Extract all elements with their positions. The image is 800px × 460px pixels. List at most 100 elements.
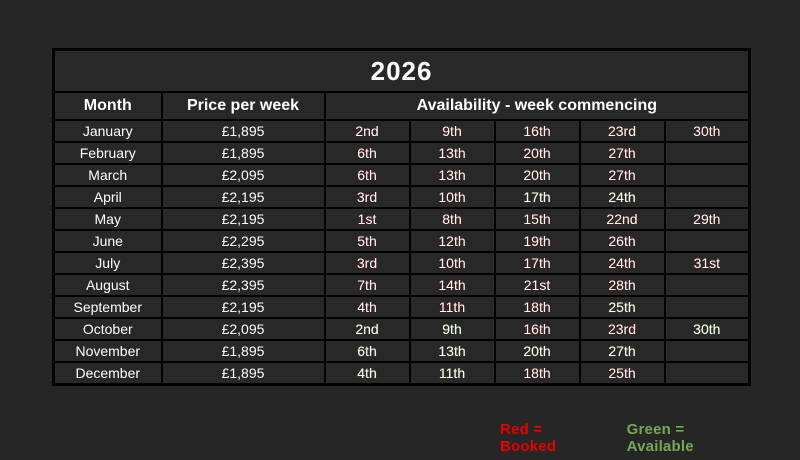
price-cell: £1,895 xyxy=(160,119,326,143)
table-row: September £2,195 4th 11th 18th 25th xyxy=(52,295,751,319)
table-row: October £2,095 2nd 9th 16th 23rd 30th xyxy=(52,317,751,341)
table-row: March £2,095 6th 13th 20th 27th xyxy=(52,163,751,187)
week-cell: 6th xyxy=(323,141,411,165)
week-cell: 6th xyxy=(323,163,411,187)
month-cell: April xyxy=(52,185,163,209)
week-cell: 19th xyxy=(493,229,581,253)
week-cell: 13th xyxy=(408,163,496,187)
week-cell: 20th xyxy=(493,339,581,363)
month-cell: January xyxy=(52,119,163,143)
week-cell: 13th xyxy=(408,141,496,165)
week-cell xyxy=(663,273,751,297)
week-cell: 8th xyxy=(408,207,496,231)
price-cell: £2,295 xyxy=(160,229,326,253)
week-cell: 27th xyxy=(578,141,666,165)
week-cell: 31st xyxy=(663,251,751,275)
price-cell: £2,195 xyxy=(160,295,326,319)
week-cell: 15th xyxy=(493,207,581,231)
price-cell: £2,095 xyxy=(160,163,326,187)
week-cell: 29th xyxy=(663,207,751,231)
week-cell: 6th xyxy=(323,339,411,363)
week-cell: 23rd xyxy=(578,317,666,341)
week-cell: 22nd xyxy=(578,207,666,231)
week-cell: 4th xyxy=(323,295,411,319)
week-cell: 28th xyxy=(578,273,666,297)
availability-table: 2026 Month Price per week Availability -… xyxy=(52,48,752,386)
week-cell xyxy=(663,163,751,187)
header-availability: Availability - week commencing xyxy=(323,91,751,121)
week-cell: 26th xyxy=(578,229,666,253)
week-cell: 14th xyxy=(408,273,496,297)
week-cell: 10th xyxy=(408,251,496,275)
table-row: January £1,895 2nd 9th 16th 23rd 30th xyxy=(52,119,751,143)
week-cell: 3rd xyxy=(323,251,411,275)
table-row: June £2,295 5th 12th 19th 26th xyxy=(52,229,751,253)
week-cell: 27th xyxy=(578,163,666,187)
week-cell xyxy=(663,339,751,363)
week-cell xyxy=(663,361,751,386)
table-row: July £2,395 3rd 10th 17th 24th 31st xyxy=(52,251,751,275)
month-cell: October xyxy=(52,317,163,341)
month-cell: September xyxy=(52,295,163,319)
week-cell: 25th xyxy=(578,361,666,386)
header-row: Month Price per week Availability - week… xyxy=(52,91,751,121)
price-cell: £2,195 xyxy=(160,207,326,231)
title-row: 2026 xyxy=(52,48,751,93)
week-cell: 24th xyxy=(578,185,666,209)
week-cell: 25th xyxy=(578,295,666,319)
week-cell: 3rd xyxy=(323,185,411,209)
week-cell: 2nd xyxy=(323,119,411,143)
week-cell: 20th xyxy=(493,163,581,187)
week-cell: 30th xyxy=(663,119,751,143)
table-body: 2026 Month Price per week Availability -… xyxy=(52,48,751,386)
week-cell: 20th xyxy=(493,141,581,165)
month-cell: December xyxy=(52,361,163,386)
week-cell: 23rd xyxy=(578,119,666,143)
table-title: 2026 xyxy=(52,48,751,93)
table-row: February £1,895 6th 13th 20th 27th xyxy=(52,141,751,165)
legend-booked: Red = Booked xyxy=(500,421,557,455)
price-cell: £2,095 xyxy=(160,317,326,341)
week-cell: 21st xyxy=(493,273,581,297)
week-cell xyxy=(663,185,751,209)
week-cell: 2nd xyxy=(323,317,411,341)
week-cell: 17th xyxy=(493,185,581,209)
header-price: Price per week xyxy=(160,91,326,121)
month-cell: March xyxy=(52,163,163,187)
legend: Red = Booked Green = Available xyxy=(500,421,750,455)
week-cell: 10th xyxy=(408,185,496,209)
week-cell: 18th xyxy=(493,295,581,319)
table-row: May £2,195 1st 8th 15th 22nd 29th xyxy=(52,207,751,231)
month-cell: February xyxy=(52,141,163,165)
week-cell: 9th xyxy=(408,119,496,143)
price-cell: £1,895 xyxy=(160,141,326,165)
price-cell: £2,395 xyxy=(160,273,326,297)
week-cell: 4th xyxy=(323,361,411,386)
week-cell: 11th xyxy=(408,295,496,319)
header-month: Month xyxy=(52,91,163,121)
week-cell: 17th xyxy=(493,251,581,275)
week-cell: 12th xyxy=(408,229,496,253)
week-cell xyxy=(663,229,751,253)
month-cell: June xyxy=(52,229,163,253)
week-cell: 16th xyxy=(493,119,581,143)
price-cell: £2,195 xyxy=(160,185,326,209)
price-cell: £2,395 xyxy=(160,251,326,275)
week-cell: 18th xyxy=(493,361,581,386)
week-cell xyxy=(663,141,751,165)
week-cell: 1st xyxy=(323,207,411,231)
table-row: April £2,195 3rd 10th 17th 24th xyxy=(52,185,751,209)
month-cell: November xyxy=(52,339,163,363)
week-cell xyxy=(663,295,751,319)
table-row: November £1,895 6th 13th 20th 27th xyxy=(52,339,751,363)
month-cell: May xyxy=(52,207,163,231)
week-cell: 24th xyxy=(578,251,666,275)
week-cell: 16th xyxy=(493,317,581,341)
week-cell: 11th xyxy=(408,361,496,386)
month-cell: July xyxy=(52,251,163,275)
week-cell: 7th xyxy=(323,273,411,297)
month-cell: August xyxy=(52,273,163,297)
legend-available: Green = Available xyxy=(626,421,694,455)
week-cell: 9th xyxy=(408,317,496,341)
table-row: August £2,395 7th 14th 21st 28th xyxy=(52,273,751,297)
